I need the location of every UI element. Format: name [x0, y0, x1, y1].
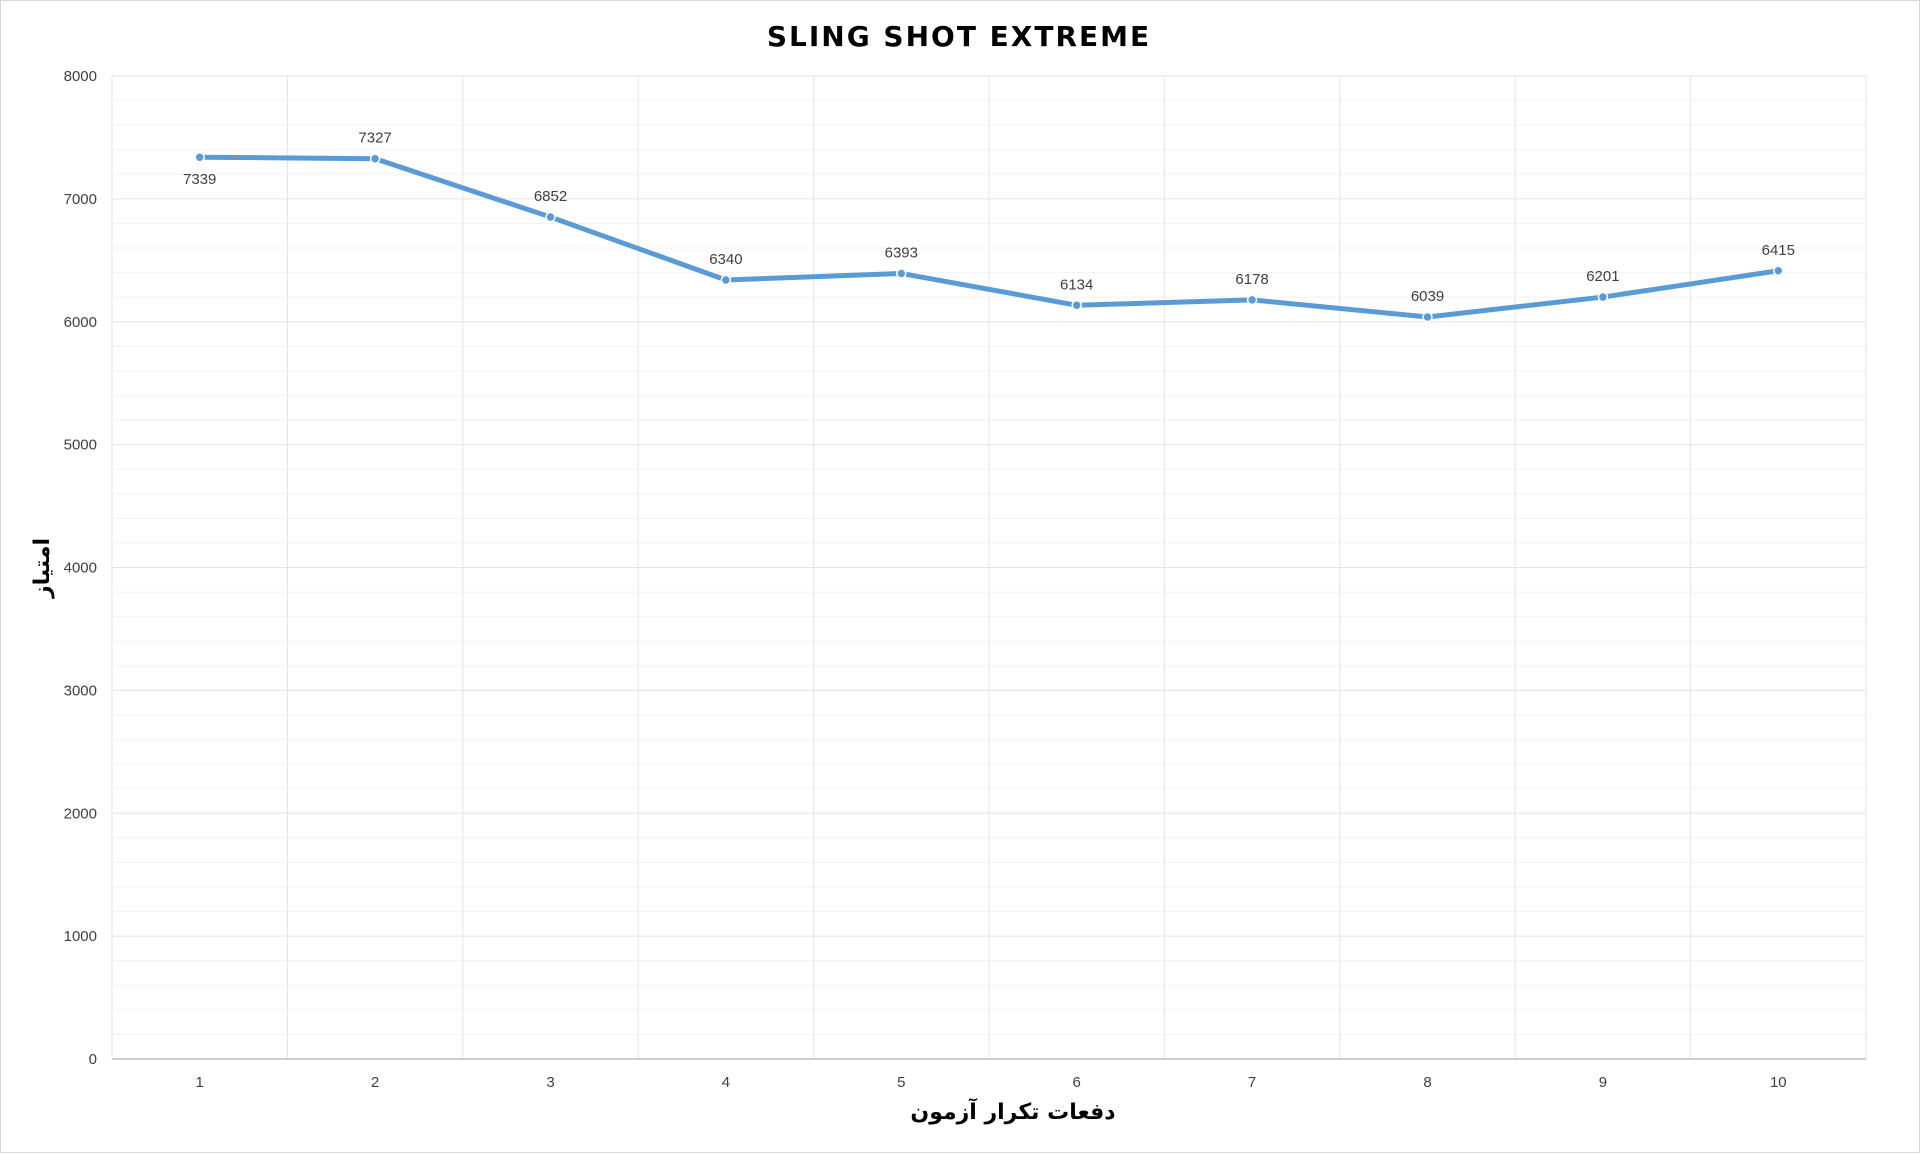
y-tick-label: 2000 [64, 805, 97, 822]
x-tick-label: 10 [1770, 1074, 1787, 1091]
data-point [194, 151, 205, 163]
y-tick-label: 6000 [64, 314, 97, 331]
y-tick-label: 7000 [64, 191, 97, 208]
y-tick-label: 4000 [64, 560, 97, 577]
data-label: 6178 [1235, 271, 1268, 288]
data-labels: 7339 7327 6852 6340 6393 6134 6178 6039 6201 6415 [183, 130, 1795, 305]
y-tick-labels: 0 1000 2000 3000 4000 5000 6000 7000 8000 [64, 68, 97, 1068]
data-label: 6134 [1060, 276, 1093, 293]
data-label: 7339 [183, 171, 216, 188]
data-label: 6852 [534, 188, 567, 205]
data-point [1071, 300, 1082, 311]
y-axis-label: امتیاز [30, 538, 55, 599]
data-point [1773, 265, 1784, 277]
data-label: 6393 [885, 244, 918, 261]
series-polyline [197, 154, 1781, 320]
data-point [545, 211, 556, 223]
y-tick-label: 3000 [64, 682, 97, 699]
data-label: 6039 [1411, 288, 1444, 305]
data-point [1422, 311, 1433, 323]
x-tick-label: 1 [196, 1074, 204, 1091]
data-label: 6415 [1762, 242, 1795, 259]
data-label: 6340 [709, 251, 742, 268]
data-point [1597, 291, 1609, 303]
x-tick-label: 4 [722, 1074, 730, 1091]
grid-lines [111, 75, 1867, 1059]
y-tick-label: 5000 [64, 437, 97, 454]
x-tick-label: 9 [1599, 1074, 1607, 1091]
x-tick-label: 8 [1423, 1074, 1431, 1091]
data-point [1246, 294, 1258, 306]
data-point [720, 274, 732, 286]
x-tick-label: 7 [1248, 1074, 1256, 1091]
x-axis-label: دفعات تکرار آزمون [910, 1097, 1115, 1125]
data-point [369, 153, 381, 164]
x-tick-label: 5 [897, 1074, 905, 1091]
chart-title: SLING SHOT EXTREME [767, 20, 1151, 53]
data-points [194, 151, 1784, 323]
x-tick-label: 6 [1073, 1074, 1081, 1091]
data-label: 6201 [1586, 268, 1619, 285]
data-label: 7327 [358, 130, 391, 147]
x-tick-label: 2 [371, 1074, 379, 1091]
y-tick-label: 1000 [64, 928, 97, 945]
x-tick-label: 3 [546, 1074, 554, 1091]
data-point [896, 268, 907, 279]
x-tick-labels: 1 2 3 4 5 6 7 8 9 10 [196, 1074, 1787, 1091]
y-tick-label: 0 [89, 1051, 97, 1068]
y-tick-label: 8000 [64, 68, 97, 85]
series-line [197, 154, 1781, 320]
